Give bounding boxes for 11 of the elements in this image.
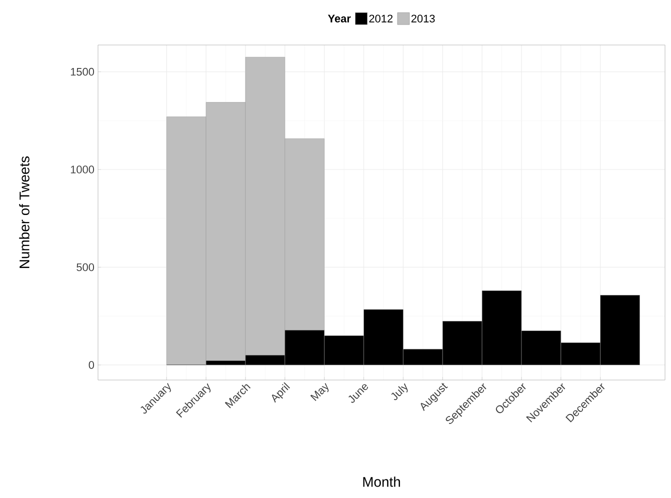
y-axis-title: Number of Tweets [19, 156, 30, 268]
legend-label: 2012 [369, 14, 393, 22]
y-tick-label: 1500 [70, 68, 94, 76]
y-tick-label: 500 [76, 263, 94, 272]
y-tick-label: 0 [88, 361, 94, 369]
legend-label: 2013 [411, 14, 435, 22]
legend-title: Year [328, 14, 351, 22]
x-tick-label: July [391, 383, 408, 400]
x-tick-label: May [310, 382, 329, 402]
x-axis-title: Month [363, 476, 400, 487]
y-tick-label: 1000 [70, 166, 94, 174]
